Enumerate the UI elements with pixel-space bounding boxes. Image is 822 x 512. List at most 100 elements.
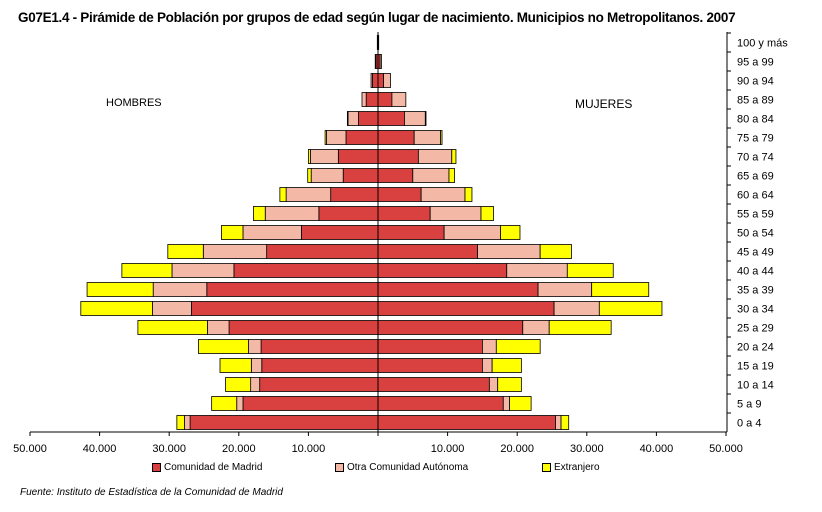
bar-men-other-7 — [152, 282, 208, 297]
bar-men-madrid-1 — [242, 396, 379, 411]
legend-label-foreign: Extranjero — [554, 462, 600, 473]
axes-layer: 0 a 4 5 a 9 10 a 14 15 a 19 20 a 24 25 a 29 30… — [13, 32, 788, 455]
age-label: 25 a 29 — [737, 323, 774, 335]
bar-women-foreign-5 — [548, 320, 612, 335]
bar-women-foreign-6 — [598, 301, 663, 316]
age-label: 100 y más — [737, 38, 788, 50]
age-label: 45 a 49 — [737, 247, 774, 259]
bar-women-madrid-12 — [377, 187, 422, 202]
age-label: 15 a 19 — [737, 361, 774, 373]
age-label: 90 a 94 — [737, 76, 774, 88]
age-label: 85 a 89 — [737, 95, 774, 107]
bar-men-other-12 — [285, 187, 332, 202]
legend-item-foreign: Extranjero — [542, 462, 600, 473]
bar-men-other-2 — [250, 377, 261, 392]
bar-women-madrid-13 — [377, 168, 414, 183]
bar-men-madrid-17 — [365, 92, 379, 107]
bar-men-foreign-11 — [253, 206, 266, 221]
bar-men-other-17 — [361, 92, 367, 107]
bar-men-foreign-4 — [198, 339, 249, 354]
bar-women-madrid-8 — [377, 263, 508, 278]
bar-men-madrid-18 — [372, 73, 379, 88]
x-tick-label: 50.000 — [709, 443, 743, 455]
x-tick-label: 30.000 — [152, 443, 186, 455]
bar-men-madrid-13 — [342, 168, 379, 183]
bar-women-foreign-2 — [497, 377, 522, 392]
bar-men-madrid-11 — [318, 206, 379, 221]
bar-women-other-12 — [420, 187, 466, 202]
bar-women-other-6 — [553, 301, 600, 316]
x-tick-label: 10.000 — [292, 443, 326, 455]
bar-men-madrid-14 — [337, 149, 379, 164]
bar-men-foreign-0 — [176, 415, 185, 430]
x-tick-label: 40.000 — [640, 443, 674, 455]
age-label: 70 a 74 — [737, 152, 774, 164]
bar-men-foreign-12 — [279, 187, 287, 202]
age-label: 40 a 44 — [737, 266, 774, 278]
bar-women-madrid-6 — [377, 301, 555, 316]
legend-item-madrid: Comunidad de Madrid — [152, 462, 262, 473]
legend-label-madrid: Comunidad de Madrid — [164, 462, 263, 473]
age-label: 55 a 59 — [737, 209, 774, 221]
men-label: HOMBRES — [106, 97, 162, 109]
bar-men-madrid-10 — [301, 225, 379, 240]
bar-women-other-1 — [502, 396, 510, 411]
bar-men-foreign-6 — [80, 301, 153, 316]
bar-women-foreign-16 — [424, 111, 427, 126]
bar-men-other-13 — [310, 168, 344, 183]
bar-women-madrid-0 — [377, 415, 556, 430]
bar-women-madrid-18 — [377, 73, 384, 88]
bar-women-foreign-7 — [591, 282, 650, 297]
age-label: 5 a 9 — [737, 399, 761, 411]
bar-men-madrid-2 — [259, 377, 379, 392]
x-tick-label: 40.000 — [83, 443, 117, 455]
bar-women-other-2 — [488, 377, 499, 392]
bar-women-madrid-9 — [377, 244, 478, 259]
bar-men-madrid-6 — [191, 301, 379, 316]
bar-women-other-4 — [481, 339, 497, 354]
bar-women-madrid-10 — [377, 225, 445, 240]
legend-swatch-other — [335, 463, 344, 472]
bar-women-foreign-15 — [440, 130, 443, 145]
bar-men-other-1 — [236, 396, 244, 411]
bar-women-madrid-3 — [377, 358, 483, 373]
bar-men-madrid-4 — [260, 339, 379, 354]
bar-women-other-19 — [379, 54, 382, 69]
bar-men-foreign-7 — [86, 282, 154, 297]
bar-men-foreign-13 — [307, 168, 312, 183]
bar-women-other-0 — [555, 415, 562, 430]
bar-men-other-19 — [374, 54, 377, 69]
bar-men-madrid-12 — [330, 187, 379, 202]
bar-women-madrid-4 — [377, 339, 483, 354]
age-label: 20 a 24 — [737, 342, 774, 354]
bar-men-other-16 — [347, 111, 359, 126]
age-label: 75 a 79 — [737, 133, 774, 145]
x-tick-label: 10.000 — [431, 443, 465, 455]
age-label: 35 a 39 — [737, 285, 774, 297]
x-tick-label: 20.000 — [222, 443, 256, 455]
bar-men-other-6 — [152, 301, 192, 316]
legend-swatch-madrid — [152, 463, 161, 472]
chart-title: G07E1.4 - Pirámide de Población por grup… — [18, 10, 736, 25]
bar-men-other-8 — [171, 263, 235, 278]
bar-men-foreign-16 — [346, 111, 349, 126]
bar-women-other-17 — [391, 92, 407, 107]
bar-women-foreign-0 — [560, 415, 570, 430]
bar-women-other-15 — [413, 130, 442, 145]
bar-women-other-14 — [417, 149, 453, 164]
age-label: 30 a 34 — [737, 304, 774, 316]
bar-women-foreign-8 — [566, 263, 614, 278]
bar-women-madrid-2 — [377, 377, 490, 392]
bar-women-madrid-16 — [377, 111, 405, 126]
legend-swatch-foreign — [542, 463, 551, 472]
bar-women-other-3 — [481, 358, 493, 373]
bar-men-madrid-9 — [266, 244, 379, 259]
bar-women-foreign-10 — [500, 225, 521, 240]
bar-men-foreign-14 — [307, 149, 311, 164]
bar-men-foreign-5 — [137, 320, 208, 335]
x-tick-label: 30.000 — [570, 443, 604, 455]
bar-women-other-5 — [522, 320, 550, 335]
age-label: 60 a 64 — [737, 190, 774, 202]
bar-women-foreign-13 — [448, 168, 455, 183]
